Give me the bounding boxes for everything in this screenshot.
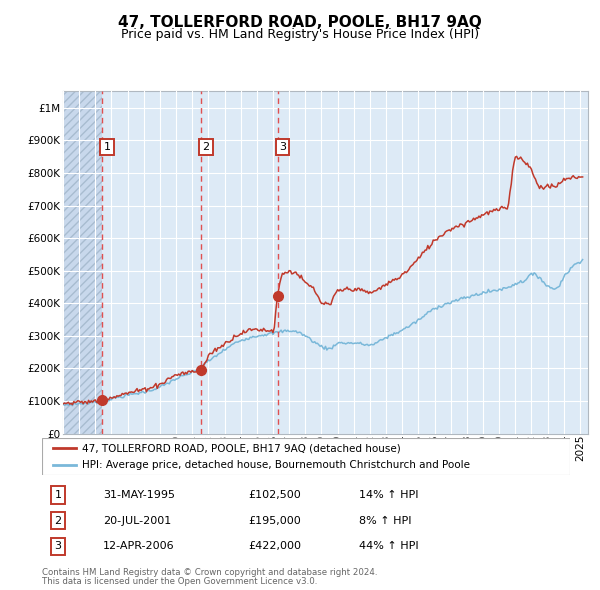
Text: This data is licensed under the Open Government Licence v3.0.: This data is licensed under the Open Gov…: [42, 577, 317, 586]
Text: £102,500: £102,500: [248, 490, 301, 500]
Text: Price paid vs. HM Land Registry's House Price Index (HPI): Price paid vs. HM Land Registry's House …: [121, 28, 479, 41]
Text: 8% ↑ HPI: 8% ↑ HPI: [359, 516, 412, 526]
Text: 2: 2: [202, 142, 209, 152]
Text: 20-JUL-2001: 20-JUL-2001: [103, 516, 171, 526]
Text: 31-MAY-1995: 31-MAY-1995: [103, 490, 175, 500]
Text: HPI: Average price, detached house, Bournemouth Christchurch and Poole: HPI: Average price, detached house, Bour…: [82, 460, 470, 470]
Text: £195,000: £195,000: [248, 516, 301, 526]
Polygon shape: [63, 91, 102, 434]
Text: Contains HM Land Registry data © Crown copyright and database right 2024.: Contains HM Land Registry data © Crown c…: [42, 568, 377, 576]
Text: 3: 3: [55, 542, 61, 551]
Text: 2: 2: [54, 516, 61, 526]
Text: 47, TOLLERFORD ROAD, POOLE, BH17 9AQ (detached house): 47, TOLLERFORD ROAD, POOLE, BH17 9AQ (de…: [82, 443, 400, 453]
Text: £422,000: £422,000: [248, 542, 301, 551]
Text: 3: 3: [279, 142, 286, 152]
Text: 1: 1: [55, 490, 61, 500]
Text: 1: 1: [103, 142, 110, 152]
Text: 44% ↑ HPI: 44% ↑ HPI: [359, 542, 418, 551]
Text: 12-APR-2006: 12-APR-2006: [103, 542, 175, 551]
Text: 47, TOLLERFORD ROAD, POOLE, BH17 9AQ: 47, TOLLERFORD ROAD, POOLE, BH17 9AQ: [118, 15, 482, 30]
Text: 14% ↑ HPI: 14% ↑ HPI: [359, 490, 418, 500]
